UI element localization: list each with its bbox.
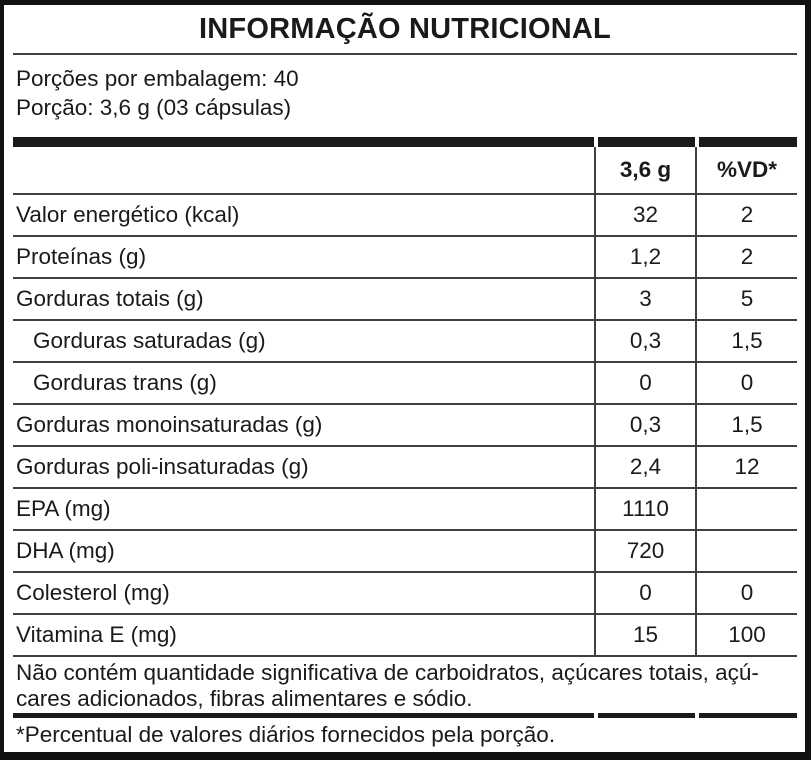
table-row: Gorduras poli-insaturadas (g) 2,4 12 — [13, 447, 797, 489]
nutrient-dv: 2 — [695, 195, 797, 235]
column-header-amount: 3,6 g — [594, 147, 695, 193]
nutrient-dv: 1,5 — [695, 405, 797, 445]
note-line: cares adicionados, fibras alimentares e … — [16, 686, 473, 711]
nutrient-label: Gorduras trans (g) — [33, 370, 217, 395]
servings-per-package: Porções por embalagem: 40 — [16, 66, 299, 91]
table-row: Vitamina E (mg) 15 100 — [13, 615, 797, 657]
serving-size: Porção: 3,6 g (03 cápsulas) — [16, 95, 292, 120]
header-spacer — [13, 147, 594, 193]
table-row: EPA (mg) 1110 — [13, 489, 797, 531]
no-significant-amounts-note: Não contém quantidade significativa de c… — [13, 657, 797, 713]
nutrient-dv — [695, 531, 797, 571]
nutrient-amount: 2,4 — [594, 447, 695, 487]
table-row: Proteínas (g) 1,2 2 — [13, 237, 797, 279]
nutrient-amount: 0,3 — [594, 405, 695, 445]
nutrient-label: EPA (mg) — [16, 496, 111, 521]
nutrient-label: Proteínas (g) — [16, 244, 147, 269]
nutrient-label: Vitamina E (mg) — [16, 622, 177, 647]
nutrient-label: Gorduras poli-insaturadas (g) — [16, 454, 309, 479]
table-row: Gorduras monoinsaturadas (g) 0,3 1,5 — [13, 405, 797, 447]
label-header: INFORMAÇÃO NUTRICIONAL — [13, 5, 797, 55]
nutrient-dv: 12 — [695, 447, 797, 487]
nutrient-label: Valor energético (kcal) — [16, 202, 240, 227]
nutrient-amount: 0 — [594, 573, 695, 613]
nutrient-amount: 0 — [594, 363, 695, 403]
table-row: Valor energético (kcal) 32 2 — [13, 195, 797, 237]
nutrient-label: Gorduras saturadas (g) — [33, 328, 266, 353]
nutrient-amount: 3 — [594, 279, 695, 319]
bar-segment — [695, 713, 797, 718]
bar-segment — [13, 713, 594, 718]
nutrient-amount: 1,2 — [594, 237, 695, 277]
nutrient-label: DHA (mg) — [16, 538, 115, 563]
note-line: Não contém quantidade significativa de c… — [16, 660, 759, 685]
bar-segment — [695, 137, 797, 147]
bar-segment — [594, 713, 695, 718]
table-row: Gorduras totais (g) 3 5 — [13, 279, 797, 321]
nutrient-dv: 1,5 — [695, 321, 797, 361]
column-header-dv: %VD* — [695, 147, 797, 193]
nutrient-amount: 32 — [594, 195, 695, 235]
thick-separator-bar — [13, 137, 797, 147]
nutrient-amount: 1110 — [594, 489, 695, 529]
nutrient-dv: 0 — [695, 573, 797, 613]
nutrient-label: Colesterol (mg) — [16, 580, 170, 605]
table-row: DHA (mg) 720 — [13, 531, 797, 573]
table-row: Colesterol (mg) 0 0 — [13, 573, 797, 615]
nutrient-amount: 0,3 — [594, 321, 695, 361]
nutrient-dv: 5 — [695, 279, 797, 319]
page-title: INFORMAÇÃO NUTRICIONAL — [199, 12, 611, 45]
serving-info: Porções por embalagem: 40 Porção: 3,6 g … — [13, 55, 797, 137]
thick-divider-bar — [13, 713, 797, 718]
table-row: Gorduras trans (g) 0 0 — [13, 363, 797, 405]
nutrient-dv: 2 — [695, 237, 797, 277]
bar-segment — [594, 137, 695, 147]
table-row: Gorduras saturadas (g) 0,3 1,5 — [13, 321, 797, 363]
daily-value-footnote: *Percentual de valores diários fornecido… — [16, 722, 556, 747]
nutrient-dv: 100 — [695, 615, 797, 655]
nutrient-label: Gorduras totais (g) — [16, 286, 204, 311]
nutrient-dv — [695, 489, 797, 529]
nutrient-dv: 0 — [695, 363, 797, 403]
nutrient-label: Gorduras monoinsaturadas (g) — [16, 412, 323, 437]
nutrient-amount: 15 — [594, 615, 695, 655]
nutrient-amount: 720 — [594, 531, 695, 571]
bar-segment — [13, 137, 594, 147]
table-header-row: 3,6 g %VD* — [13, 147, 797, 195]
